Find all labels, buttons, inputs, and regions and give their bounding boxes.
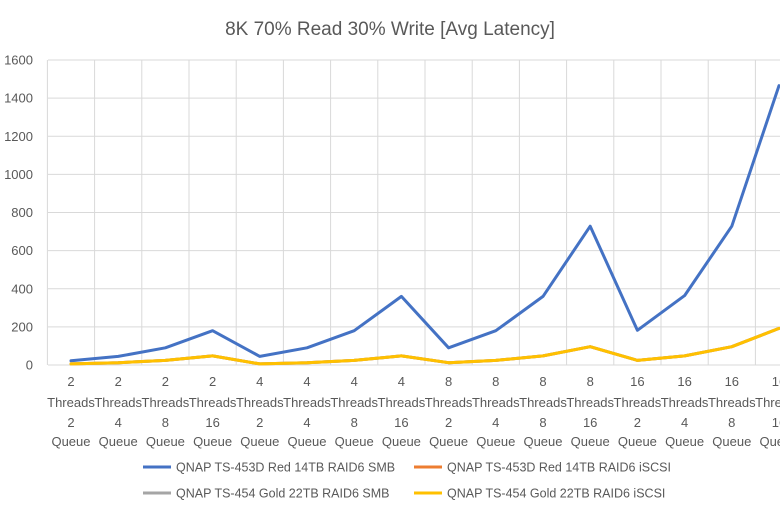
x-tick-label: Queue	[523, 434, 562, 449]
x-tick-label: 16	[772, 374, 780, 389]
x-tick-label: Threads	[142, 395, 190, 410]
x-tick-label: Threads	[614, 395, 662, 410]
x-tick-label: 4	[681, 415, 688, 430]
x-tick-label: Queue	[429, 434, 468, 449]
x-tick-label: 8	[539, 415, 546, 430]
x-tick-label: Threads	[519, 395, 567, 410]
x-tick-label: 8	[728, 415, 735, 430]
x-tick-label: Threads	[283, 395, 331, 410]
x-tick-label: Queue	[571, 434, 610, 449]
x-tick-label: Queue	[146, 434, 185, 449]
y-tick-label: 1600	[4, 53, 33, 68]
x-tick-label: Threads	[236, 395, 284, 410]
x-tick-label: Threads	[330, 395, 378, 410]
x-tick-label: 4	[398, 374, 405, 389]
x-tick-label: 4	[303, 415, 310, 430]
x-tick-label: Threads	[755, 395, 780, 410]
x-tick-label: 2	[67, 374, 74, 389]
y-tick-label: 0	[26, 358, 33, 373]
chart-title: 8K 70% Read 30% Write [Avg Latency]	[225, 19, 555, 40]
x-tick-label: 4	[115, 415, 122, 430]
y-tick-label: 400	[11, 281, 33, 296]
x-tick-label: 2	[209, 374, 216, 389]
x-tick-label: 8	[539, 374, 546, 389]
x-tick-label: 16	[772, 415, 780, 430]
x-tick-label: Queue	[240, 434, 279, 449]
y-tick-label: 200	[11, 319, 33, 334]
x-tick-label: 16	[394, 415, 408, 430]
x-tick-label: Queue	[759, 434, 780, 449]
x-tick-label: Threads	[472, 395, 520, 410]
series-line-4	[69, 326, 780, 366]
x-tick-label: Threads	[425, 395, 473, 410]
legend-label: QNAP TS-454 Gold 22TB RAID6 SMB	[176, 487, 390, 501]
x-tick-label: Threads	[189, 395, 237, 410]
x-tick-label: 8	[162, 415, 169, 430]
y-tick-label: 800	[11, 205, 33, 220]
x-tick-label: Queue	[99, 434, 138, 449]
x-tick-label: Threads	[94, 395, 142, 410]
x-tick-label: 8	[445, 374, 452, 389]
x-tick-label: 16	[583, 415, 597, 430]
x-tick-label: 16	[677, 374, 691, 389]
x-tick-label: 2	[256, 415, 263, 430]
x-tick-label: Queue	[712, 434, 751, 449]
y-tick-label: 600	[11, 243, 33, 258]
legend-label: QNAP TS-453D Red 14TB RAID6 iSCSI	[447, 461, 671, 475]
gridlines	[46, 59, 780, 366]
y-tick-label: 1000	[4, 167, 33, 182]
series-line-1	[69, 84, 780, 363]
x-tick-label: 4	[256, 374, 263, 389]
x-tick-label: Queue	[335, 434, 374, 449]
x-tick-label: 4	[492, 415, 499, 430]
series-lines	[69, 84, 780, 366]
x-tick-label: 8	[587, 374, 594, 389]
x-tick-label: 16	[725, 374, 739, 389]
legend-label: QNAP TS-454 Gold 22TB RAID6 iSCSI	[447, 487, 665, 501]
x-tick-label: 2	[445, 415, 452, 430]
x-tick-label: Queue	[665, 434, 704, 449]
x-tick-label: Queue	[51, 434, 90, 449]
x-axis-ticks: 2 Threads 2 Queue 2 Threads 4 Queue 2 Threads 8 Que…	[47, 374, 780, 449]
x-tick-label: Queue	[287, 434, 326, 449]
x-tick-label: 2	[162, 374, 169, 389]
x-tick-label: Threads	[708, 395, 756, 410]
x-tick-label: Queue	[618, 434, 657, 449]
y-tick-label: 1200	[4, 129, 33, 144]
x-tick-label: Queue	[476, 434, 515, 449]
x-tick-label: Threads	[47, 395, 95, 410]
y-axis-ticks: 0 200 400 600 800 1000 1200 1400 1600	[4, 53, 33, 373]
y-tick-label: 1400	[4, 91, 33, 106]
x-tick-label: 4	[303, 374, 310, 389]
x-tick-label: Threads	[378, 395, 426, 410]
x-tick-label: 16	[205, 415, 219, 430]
x-tick-label: 8	[492, 374, 499, 389]
x-tick-label: 2	[115, 374, 122, 389]
legend-label: QNAP TS-453D Red 14TB RAID6 SMB	[176, 461, 395, 475]
x-tick-label: 2	[67, 415, 74, 430]
x-tick-label: 16	[630, 374, 644, 389]
x-tick-label: Threads	[566, 395, 614, 410]
x-tick-label: 8	[351, 415, 358, 430]
x-tick-label: 2	[634, 415, 641, 430]
x-tick-label: Queue	[382, 434, 421, 449]
x-tick-label: Threads	[661, 395, 709, 410]
x-tick-label: 4	[351, 374, 358, 389]
x-tick-label: Queue	[193, 434, 232, 449]
legend: QNAP TS-453D Red 14TB RAID6 SMB QNAP TS-4…	[143, 461, 671, 501]
